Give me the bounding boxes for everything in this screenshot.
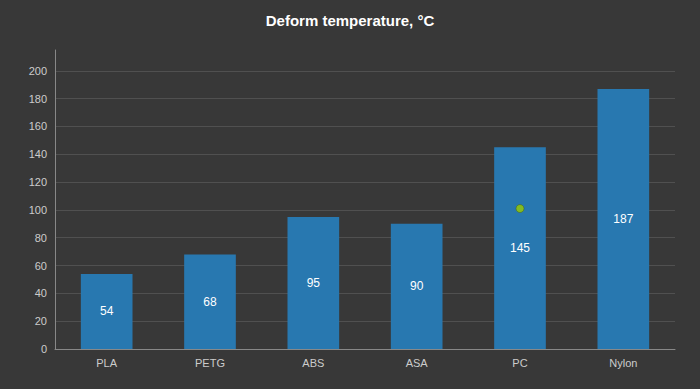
svg-text:54: 54 xyxy=(100,304,114,318)
svg-text:60: 60 xyxy=(35,260,47,272)
svg-text:PLA: PLA xyxy=(96,357,117,369)
svg-text:145: 145 xyxy=(510,241,530,255)
svg-text:Deform temperature, °C: Deform temperature, °C xyxy=(266,12,435,29)
svg-text:40: 40 xyxy=(35,287,47,299)
svg-text:80: 80 xyxy=(35,232,47,244)
svg-text:180: 180 xyxy=(29,93,47,105)
svg-text:ABS: ABS xyxy=(302,357,324,369)
svg-text:95: 95 xyxy=(307,276,321,290)
svg-text:90: 90 xyxy=(410,279,424,293)
svg-text:Nylon: Nylon xyxy=(609,357,637,369)
svg-text:20: 20 xyxy=(35,315,47,327)
svg-text:ASA: ASA xyxy=(406,357,429,369)
svg-text:140: 140 xyxy=(29,148,47,160)
svg-text:120: 120 xyxy=(29,176,47,188)
svg-text:187: 187 xyxy=(613,212,633,226)
svg-text:160: 160 xyxy=(29,120,47,132)
svg-text:100: 100 xyxy=(29,204,47,216)
svg-text:PETG: PETG xyxy=(195,357,225,369)
svg-text:200: 200 xyxy=(29,65,47,77)
svg-text:0: 0 xyxy=(41,343,47,355)
svg-text:PC: PC xyxy=(512,357,527,369)
svg-text:68: 68 xyxy=(203,295,217,309)
